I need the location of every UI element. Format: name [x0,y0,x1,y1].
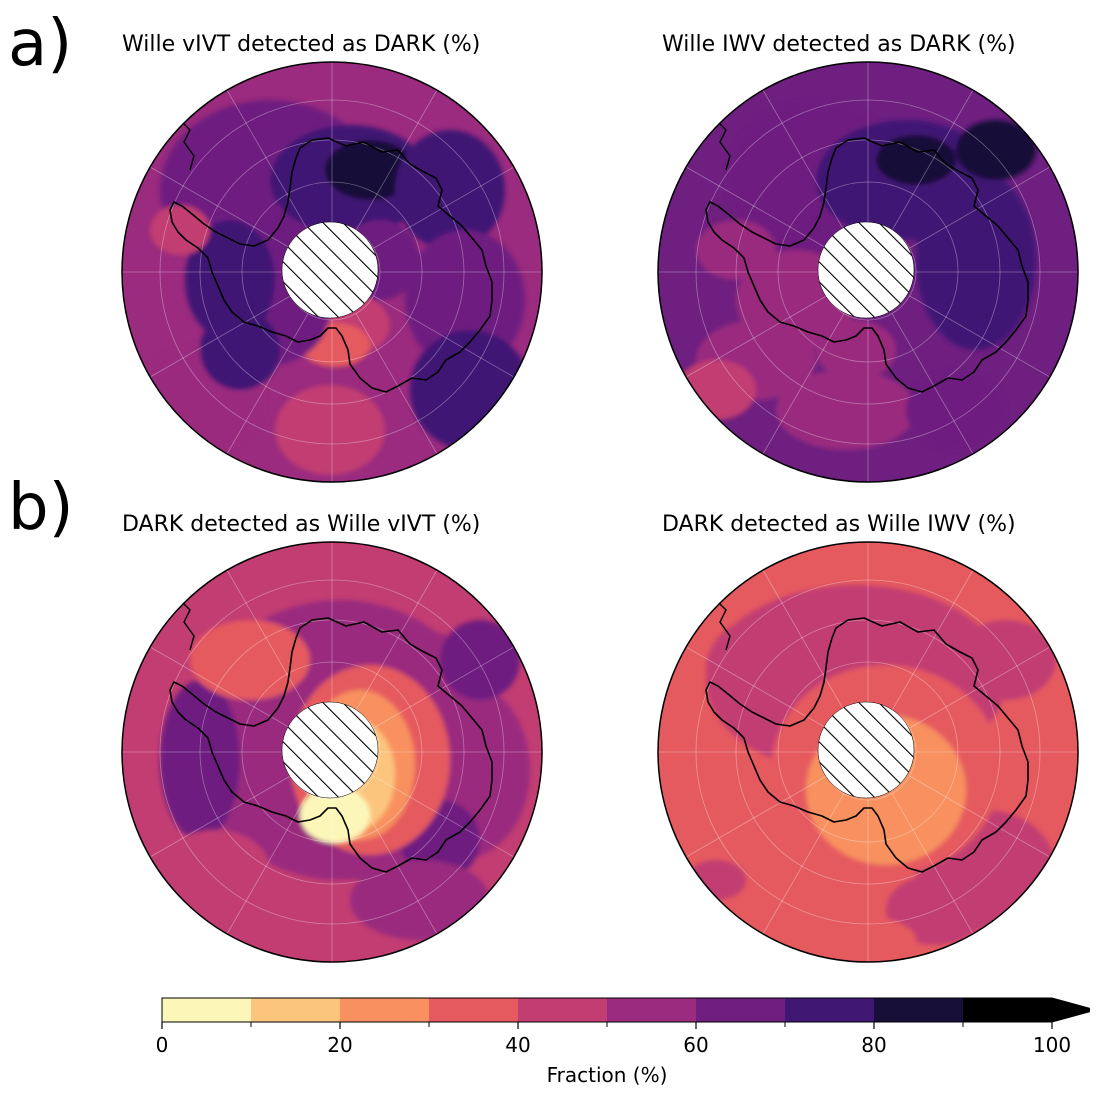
colorbar-bin [963,998,1096,1022]
colorbar-tick-label: 40 [505,1033,530,1057]
colorbar-bin [429,998,518,1022]
colorbar-tick-label: 20 [327,1033,352,1057]
field-patch [405,230,525,370]
map-panel-b-right [656,540,1080,964]
field-patch [956,620,1056,700]
colorbar: 0 20 40 60 80 100 Fraction (%) [150,990,1098,1090]
field-patch [796,915,916,962]
colorbar-bin [251,998,340,1022]
pole-mask [817,701,915,799]
field-patch [185,220,275,340]
colorbar-label: Fraction (%) [547,1063,668,1087]
map-field [658,542,1078,962]
field-patch [160,680,240,840]
field-patch [676,360,756,420]
field-patch [275,385,385,475]
map-field [658,62,1078,482]
map-boundary [657,61,1079,483]
colorbar-tick-label: 80 [861,1033,886,1057]
colorbar-bin [340,998,429,1022]
field-patch [410,330,530,450]
graticule [122,542,542,962]
field-patch [706,620,806,720]
colorbar-bin [874,998,963,1022]
antarctic-coastline [705,137,1029,393]
colorbar-outline [161,997,1098,1023]
colorbar-tick-label: 60 [683,1033,708,1057]
field-patch [686,860,746,900]
graticule [658,542,1078,962]
field-patch [776,370,916,450]
field-patch [350,860,490,940]
map-panel-a-right [656,60,1080,484]
colorbar-bin [607,998,696,1022]
field-patch [300,787,370,843]
map-panel-a-left [120,60,544,484]
colorbar-bin [162,998,251,1022]
map-boundary [121,61,543,483]
antarctic-coastline [169,137,493,393]
row-label-a: a) [8,7,73,81]
field-patch [916,170,1036,350]
colorbar-bin [518,998,607,1022]
pole-mask [817,221,915,319]
field-patch [150,205,210,255]
field-patch [876,135,956,185]
field-patch [200,310,280,390]
map-boundary [121,541,543,963]
field-patch [956,120,1036,180]
colorbar-tick-label: 100 [1033,1033,1071,1057]
field-patch [395,130,505,250]
field-patch [440,620,520,700]
map-field [122,542,542,962]
pole-mask [281,701,379,799]
panel-title-b-left: DARK detected as Wille vIVT (%) [122,512,481,537]
row-label-b: b) [8,471,74,545]
map-panel-b-left [120,540,544,964]
field-patch [886,875,986,945]
graticule [658,62,1078,482]
colorbar-tick-label: 0 [156,1033,169,1057]
panel-title-a-left: Wille vIVT detected as DARK (%) [122,32,481,57]
panel-title-a-right: Wille IWV detected as DARK (%) [662,32,1016,57]
field-patch [906,370,1006,450]
field-patch [190,620,310,700]
antarctic-coastline [705,617,1029,873]
pole-mask [281,221,379,319]
map-boundary [657,541,1079,963]
colorbar-bin [785,998,874,1022]
colorbar-bin [696,998,785,1022]
antarctic-coastline [169,617,493,873]
field-patch [160,830,270,910]
panel-title-b-right: DARK detected as Wille IWV (%) [662,512,1016,537]
field-patch [325,140,415,200]
